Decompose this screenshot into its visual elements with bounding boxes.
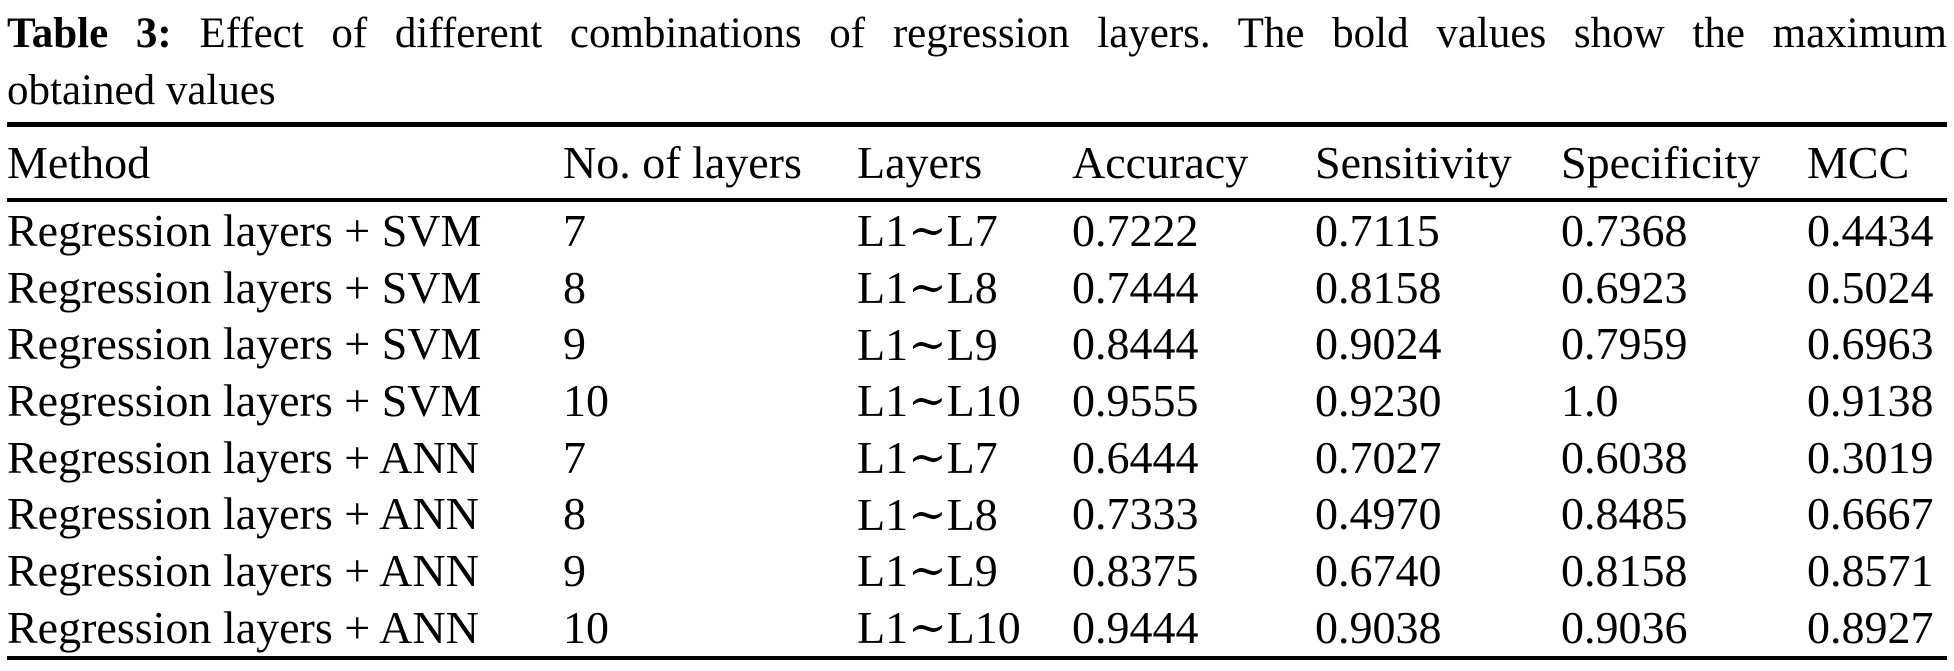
cell-specificity: 1.0 [1561,374,1619,426]
cell-method: Regression layers + ANN [7,544,479,596]
cell-method: Regression layers + SVM [7,261,482,313]
table-row: Regression layers + SVM 10 L1∼L10 0.9555 0.9… [7,372,1947,429]
cell-layers: L1∼L9 [857,545,998,597]
column-header-no-of-layers: No. of layers [563,124,857,202]
cell-sensitivity: 0.7115 [1315,204,1440,256]
header-row: Method No. of layers Layers Accuracy Sen… [7,124,1947,202]
cell-mcc: 0.6963 [1807,318,1934,370]
cell-method: Regression layers + ANN [7,488,479,540]
cell-layers: L1∼L7 [857,205,998,257]
cell-accuracy: 0.8375 [1072,544,1199,596]
cell-specificity: 0.9036 [1561,601,1688,653]
cell-method: Regression layers + ANN [7,431,479,483]
cell-specificity: 0.7368 [1561,204,1688,256]
cell-no-of-layers: 9 [563,544,586,596]
cell-no-of-layers: 7 [563,431,586,483]
cell-sensitivity: 0.4970 [1315,488,1442,540]
cell-specificity: 0.8485 [1561,488,1688,540]
cell-method: Regression layers + SVM [7,374,482,426]
paper-table-figure: Table 3: Effect of different combination… [0,5,1954,671]
cell-method: Regression layers + SVM [7,318,482,370]
table-row: Regression layers + SVM 9 L1∼L9 0.8444 0.902… [7,315,1947,372]
cell-mcc: 0.4434 [1807,204,1934,256]
cell-layers: L1∼L7 [857,432,998,484]
cell-specificity: 0.6038 [1561,431,1688,483]
table-header: Method No. of layers Layers Accuracy Sen… [7,124,1947,202]
cell-method: Regression layers + SVM [7,204,482,256]
caption-text: Effect of different combinations of regr… [199,10,1948,57]
cell-specificity: 0.8158 [1561,544,1688,596]
cell-layers: L1∼L9 [857,318,998,370]
cell-sensitivity: 0.7027 [1315,431,1442,483]
cell-layers: L1∼L10 [857,602,1021,654]
cell-no-of-layers: 9 [563,318,586,370]
cell-accuracy: 0.6444 [1072,431,1199,483]
table-row: Regression layers + ANN 8 L1∼L8 0.7333 0.497… [7,485,1947,542]
table-row: Regression layers + ANN 7 L1∼L7 0.6444 0.702… [7,429,1947,486]
cell-accuracy: 0.7222 [1072,204,1199,256]
cell-mcc: 0.8927 [1807,601,1934,653]
table-row: Regression layers + ANN 9 L1∼L9 0.8375 0.674… [7,542,1947,599]
cell-layers: L1∼L10 [857,375,1021,427]
caption-line-1: Table 3: Effect of different combination… [7,5,1947,62]
cell-no-of-layers: 8 [563,261,586,313]
table-row: Regression layers + SVM 7 L1∼L7 0.7222 0.711… [7,200,1947,259]
cell-no-of-layers: 7 [563,204,586,256]
cell-sensitivity: 0.6740 [1315,544,1442,596]
caption-line-2: obtained values [7,67,276,114]
cell-accuracy: 0.7333 [1072,488,1199,540]
results-table: Method No. of layers Layers Accuracy Sen… [7,122,1947,660]
cell-sensitivity: 0.9024 [1315,318,1442,370]
table-row: Regression layers + SVM 8 L1∼L8 0.7444 0.815… [7,259,1947,316]
cell-mcc: 0.6667 [1807,488,1934,540]
cell-mcc: 0.9138 [1807,374,1934,426]
cell-accuracy: 0.8444 [1072,318,1199,370]
table-row: Regression layers + ANN 10 L1∼L10 0.9444 0.9… [7,599,1947,658]
table-body: Regression layers + SVM 7 L1∼L7 0.7222 0.711… [7,200,1947,658]
cell-no-of-layers: 10 [563,601,609,653]
column-header-layers: Layers [857,124,1072,202]
cell-accuracy: 0.7444 [1072,261,1199,313]
cell-accuracy: 0.9444 [1072,601,1199,653]
cell-layers: L1∼L8 [857,262,998,314]
column-header-specificity: Specificity [1561,124,1807,202]
cell-specificity: 0.6923 [1561,261,1688,313]
column-header-mcc: MCC [1807,124,1947,202]
cell-no-of-layers: 8 [563,488,586,540]
cell-layers: L1∼L8 [857,488,998,540]
table-caption: Table 3: Effect of different combination… [7,5,1947,119]
cell-sensitivity: 0.9230 [1315,374,1442,426]
cell-specificity: 0.7959 [1561,318,1688,370]
cell-mcc: 0.8571 [1807,544,1934,596]
cell-accuracy: 0.9555 [1072,374,1199,426]
cell-mcc: 0.5024 [1807,261,1934,313]
cell-sensitivity: 0.9038 [1315,601,1442,653]
caption-table-number: Table 3: [7,10,172,57]
column-header-method: Method [7,124,563,202]
column-header-sensitivity: Sensitivity [1315,124,1561,202]
column-header-accuracy: Accuracy [1072,124,1315,202]
cell-mcc: 0.3019 [1807,431,1934,483]
cell-sensitivity: 0.8158 [1315,261,1442,313]
cell-method: Regression layers + ANN [7,601,479,653]
cell-no-of-layers: 10 [563,374,609,426]
